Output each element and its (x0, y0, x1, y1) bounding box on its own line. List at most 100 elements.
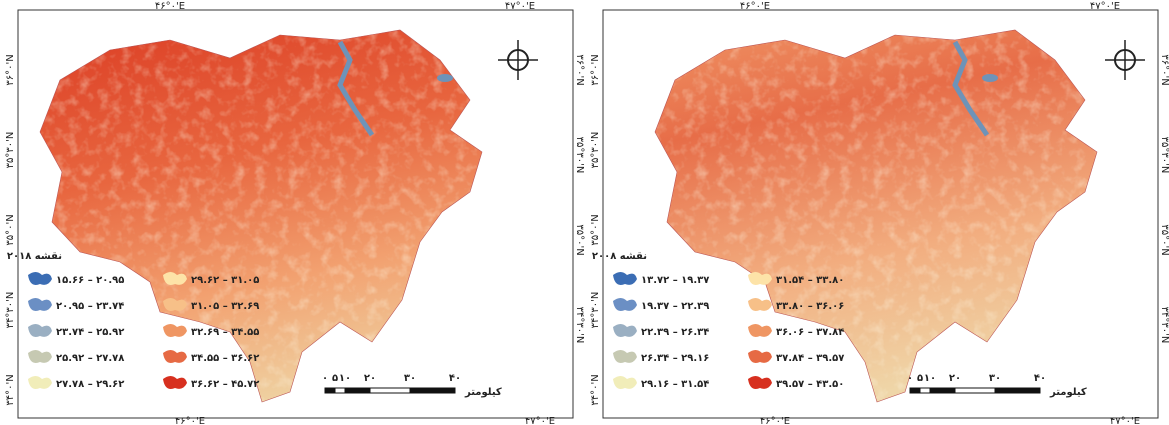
scale-label: ۵ (332, 373, 338, 384)
legend-label: ۱۵.۶۶ – ۲۰.۹۵ (56, 275, 124, 286)
left-coord: ۳۴°۰'N (590, 374, 601, 405)
left-coord: ۳۶°۰'N (5, 54, 16, 85)
legend-label: ۳۶.۰۶ – ۳۷.۸۴ (776, 327, 844, 338)
scale-segment (909, 387, 921, 394)
top-coord: ۴۶°۰'E (740, 1, 770, 12)
right-coord: ۳۵°۳۰'N (574, 137, 585, 174)
legend-label: ۳۷.۸۴ – ۳۹.۵۷ (776, 353, 844, 364)
legend-swatch (28, 298, 52, 311)
legend-label: ۲۵.۹۲ – ۲۷.۷۸ (56, 353, 124, 364)
legend-swatch (748, 324, 772, 337)
legend-swatch (748, 376, 772, 389)
legend-label: ۲۹.۶۲ – ۳۱.۰۵ (191, 275, 259, 286)
legend-swatch (613, 272, 637, 285)
top-coord: ۴۷°۰'E (505, 1, 535, 12)
river (337, 40, 375, 137)
legend-title: نقشه ۲۰۱۸ (7, 251, 62, 262)
legend-swatch (163, 376, 187, 389)
legend-swatch (748, 350, 772, 363)
legend-swatch (28, 272, 52, 285)
scale-label: ۴۰ (1034, 373, 1046, 384)
river (952, 40, 990, 137)
legend-swatch (613, 376, 637, 389)
bottom-coord: ۴۶°۰'E (175, 416, 205, 425)
legend-swatch (163, 298, 187, 311)
north-arrow (1105, 40, 1145, 80)
left-coord: ۳۴°۳۰'N (590, 292, 601, 329)
bottom-coord: ۴۷°۰'E (1110, 416, 1140, 425)
legend-label: ۲۲.۳۹ – ۲۶.۳۴ (641, 327, 709, 338)
bottom-coord: ۴۶°۰'E (760, 416, 790, 425)
legend-label: ۳۳.۸۰ – ۳۶.۰۶ (776, 301, 844, 312)
legend-swatch (748, 272, 772, 285)
scale-segment (994, 387, 1041, 394)
right-coord: ۳۶°۰'N (1159, 54, 1169, 85)
right-coord: ۳۴°۳۰'N (574, 307, 585, 344)
map-panel: ۴۶°۰'E ۴۷°۰'E ۴۶°۰'E ۴۷°۰'E ۳۶°۰'N ۳۵°۳۰'N ۳۵°… (590, 1, 1169, 425)
scale-label: ۰ (907, 373, 913, 384)
scale-segment (369, 387, 411, 394)
scale-label: ۰ (322, 373, 328, 384)
legend-swatch (613, 324, 637, 337)
scale-label: ۴۰ (449, 373, 461, 384)
scale-label: ۱۰ (339, 373, 351, 384)
scale-label: ۱۰ (924, 373, 936, 384)
right-coord: ۳۵°۰'N (574, 224, 585, 255)
bottom-coord: ۴۷°۰'E (525, 416, 555, 425)
left-coord: ۳۴°۳۰'N (5, 292, 16, 329)
legend-label: ۳۲.۶۹ – ۳۴.۵۵ (191, 327, 259, 338)
scale-segment (324, 387, 336, 394)
scale-label: ۵ (917, 373, 923, 384)
scale-unit: کیلومتر (464, 387, 502, 398)
legend-swatch (28, 376, 52, 389)
legend-label: ۲۰.۹۵ – ۲۳.۷۴ (56, 301, 124, 312)
top-coord: ۴۷°۰'E (1090, 1, 1120, 12)
lake (982, 74, 998, 82)
compass-cross (1105, 40, 1145, 80)
right-coord: ۳۶°۰'N (574, 54, 585, 85)
scale-segment (344, 387, 371, 394)
scale-label: ۳۰ (989, 373, 1001, 384)
left-coord: ۳۵°۳۰'N (590, 132, 601, 169)
lake (437, 74, 453, 82)
scale-label: ۲۰ (949, 373, 961, 384)
legend-swatch (28, 324, 52, 337)
left-coord: ۳۵°۳۰'N (5, 132, 16, 169)
left-coord: ۳۴°۰'N (5, 374, 16, 405)
map-panel: ۴۶°۰'E ۴۷°۰'E ۴۶°۰'E ۴۷°۰'E ۳۶°۰'N ۳۵°۳۰'N ۳۵°… (5, 1, 585, 425)
legend-swatch (748, 298, 772, 311)
legend-swatch (163, 324, 187, 337)
north-arrow (498, 40, 538, 80)
left-coord: ۳۵°۰'N (5, 214, 16, 245)
scale-unit: کیلومتر (1049, 387, 1087, 398)
scale-segment (334, 387, 346, 394)
legend-label: ۱۳.۷۲ – ۱۹.۳۷ (641, 275, 709, 286)
legend-label: ۳۴.۵۵ – ۳۶.۶۲ (191, 353, 259, 364)
legend-label: ۲۷.۷۸ – ۲۹.۶۲ (56, 379, 124, 390)
scale-segment (409, 387, 456, 394)
scale-label: ۳۰ (404, 373, 416, 384)
right-coord: ۳۵°۰'N (1159, 224, 1169, 255)
compass-cross (498, 40, 538, 80)
left-coord: ۳۶°۰'N (590, 54, 601, 85)
legend-label: ۳۹.۵۷ – ۴۳.۵۰ (776, 379, 844, 390)
legend-label: ۱۹.۳۷ – ۲۲.۳۹ (641, 301, 709, 312)
left-coord: ۳۵°۰'N (590, 214, 601, 245)
legend-swatch (163, 272, 187, 285)
right-coord: ۳۵°۳۰'N (1159, 137, 1169, 174)
region-outline (39, 29, 483, 403)
legend-label: ۳۶.۶۲ – ۴۵.۷۲ (191, 379, 259, 390)
legend-swatch (163, 350, 187, 363)
scale-label: ۲۰ (364, 373, 376, 384)
legend-label: ۳۱.۵۴ – ۳۳.۸۰ (776, 275, 844, 286)
legend-title: نقشه ۲۰۰۸ (592, 251, 647, 262)
scale-segment (954, 387, 996, 394)
legend-swatch (613, 350, 637, 363)
legend-label: ۲۹.۱۶ – ۳۱.۵۴ (641, 379, 709, 390)
scale-segment (919, 387, 931, 394)
top-coord: ۴۶°۰'E (155, 1, 185, 12)
legend-swatch (28, 350, 52, 363)
scale-segment (929, 387, 956, 394)
